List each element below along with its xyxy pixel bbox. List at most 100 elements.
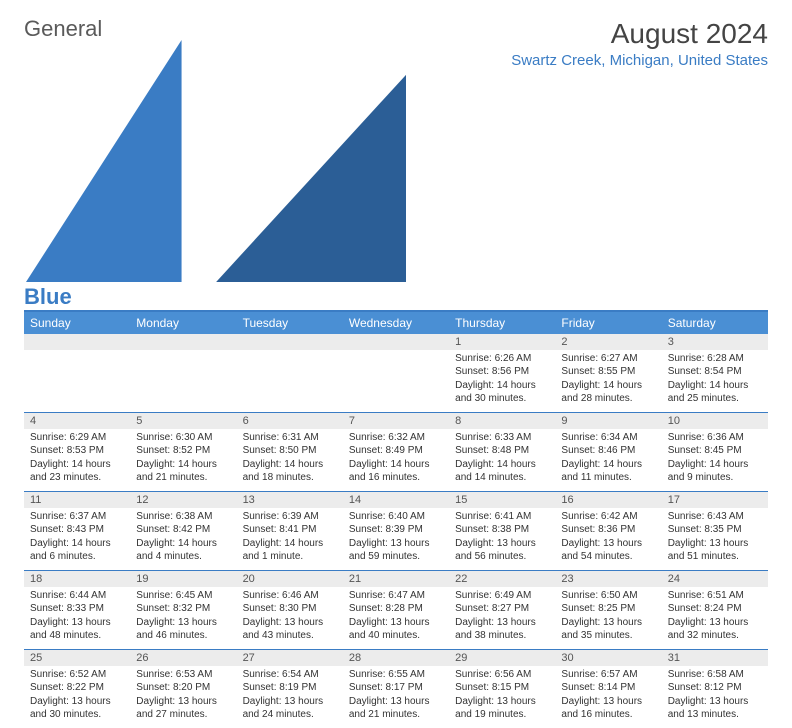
calendar-cell: 10Sunrise: 6:36 AMSunset: 8:45 PMDayligh… (662, 413, 768, 491)
sunset-line: Sunset: 8:35 PM (668, 523, 762, 537)
daylight-line: Daylight: 14 hours and 6 minutes. (30, 537, 124, 564)
day-number: 1 (449, 334, 555, 350)
sunrise-line: Sunrise: 6:41 AM (455, 510, 549, 524)
calendar-cell: 12Sunrise: 6:38 AMSunset: 8:42 PMDayligh… (130, 492, 236, 570)
cell-content: Sunrise: 6:42 AMSunset: 8:36 PMDaylight:… (555, 508, 661, 570)
calendar-cell: 1Sunrise: 6:26 AMSunset: 8:56 PMDaylight… (449, 334, 555, 412)
sunset-line: Sunset: 8:54 PM (668, 365, 762, 379)
cell-content: Sunrise: 6:46 AMSunset: 8:30 PMDaylight:… (237, 587, 343, 649)
daylight-line: Daylight: 14 hours and 21 minutes. (136, 458, 230, 485)
day-number (343, 334, 449, 350)
cell-content: Sunrise: 6:27 AMSunset: 8:55 PMDaylight:… (555, 350, 661, 412)
sunrise-line: Sunrise: 6:31 AM (243, 431, 337, 445)
daylight-line: Daylight: 13 hours and 19 minutes. (455, 695, 549, 722)
daylight-line: Daylight: 14 hours and 14 minutes. (455, 458, 549, 485)
cell-content: Sunrise: 6:40 AMSunset: 8:39 PMDaylight:… (343, 508, 449, 570)
daylight-line: Daylight: 14 hours and 16 minutes. (349, 458, 443, 485)
calendar-cell: 7Sunrise: 6:32 AMSunset: 8:49 PMDaylight… (343, 413, 449, 491)
daylight-line: Daylight: 13 hours and 16 minutes. (561, 695, 655, 722)
calendar-cell: 15 Sunrise: 6:41 AMSunset: 8:38 PMDayligh… (449, 492, 555, 570)
daylight-line: Daylight: 14 hours and 11 minutes. (561, 458, 655, 485)
sunset-line: Sunset: 8:28 PM (349, 602, 443, 616)
day-header: Sunday (24, 312, 130, 334)
cell-content: Sunrise: 6:51 AMSunset: 8:24 PMDaylight:… (662, 587, 768, 649)
day-number: 15 (449, 492, 555, 508)
sunset-line: Sunset: 8:42 PM (136, 523, 230, 537)
day-number: 29 (449, 650, 555, 666)
daylight-line: Daylight: 14 hours and 25 minutes. (668, 379, 762, 406)
calendar: SundayMondayTuesdayWednesdayThursdayFrid… (24, 310, 768, 728)
cell-content: Sunrise: 6:43 AMSunset: 8:35 PMDaylight:… (662, 508, 768, 570)
cell-content: Sunrise: 6:53 AMSunset: 8:20 PMDaylight:… (130, 666, 236, 728)
sunset-line: Sunset: 8:56 PM (455, 365, 549, 379)
day-number: 18 (24, 571, 130, 587)
sunset-line: Sunset: 8:24 PM (668, 602, 762, 616)
sunrise-line: Sunrise: 6:56 AM (455, 668, 549, 682)
cell-content (237, 350, 343, 358)
sunset-line: Sunset: 8:15 PM (455, 681, 549, 695)
cell-content: Sunrise: 6:30 AMSunset: 8:52 PMDaylight:… (130, 429, 236, 491)
sunset-line: Sunset: 8:45 PM (668, 444, 762, 458)
day-header: Friday (555, 312, 661, 334)
sunrise-line: Sunrise: 6:51 AM (668, 589, 762, 603)
sunrise-line: Sunrise: 6:44 AM (30, 589, 124, 603)
calendar-cell: 11Sunrise: 6:37 AMSunset: 8:43 PMDayligh… (24, 492, 130, 570)
sunset-line: Sunset: 8:30 PM (243, 602, 337, 616)
calendar-cell: 22Sunrise: 6:49 AMSunset: 8:27 PMDayligh… (449, 571, 555, 649)
day-header: Monday (130, 312, 236, 334)
cell-content: Sunrise: 6:33 AMSunset: 8:48 PMDaylight:… (449, 429, 555, 491)
cell-content: Sunrise: 6:56 AMSunset: 8:15 PMDaylight:… (449, 666, 555, 728)
calendar-cell: 28Sunrise: 6:55 AMSunset: 8:17 PMDayligh… (343, 650, 449, 728)
sunrise-line: Sunrise: 6:43 AM (668, 510, 762, 524)
daylight-line: Daylight: 13 hours and 24 minutes. (243, 695, 337, 722)
day-number: 30 (555, 650, 661, 666)
sunset-line: Sunset: 8:27 PM (455, 602, 549, 616)
day-number: 28 (343, 650, 449, 666)
cell-content: Sunrise: 6:52 AMSunset: 8:22 PMDaylight:… (24, 666, 130, 728)
sunrise-line: Sunrise: 6:37 AM (30, 510, 124, 524)
day-header: Saturday (662, 312, 768, 334)
calendar-cell: 9Sunrise: 6:34 AMSunset: 8:46 PMDaylight… (555, 413, 661, 491)
day-number: 17 (662, 492, 768, 508)
sunrise-line: Sunrise: 6:50 AM (561, 589, 655, 603)
sunset-line: Sunset: 8:32 PM (136, 602, 230, 616)
calendar-cell: 3Sunrise: 6:28 AMSunset: 8:54 PMDaylight… (662, 334, 768, 412)
day-number: 25 (24, 650, 130, 666)
sunset-line: Sunset: 8:33 PM (30, 602, 124, 616)
cell-content: Sunrise: 6:31 AMSunset: 8:50 PMDaylight:… (237, 429, 343, 491)
daylight-line: Daylight: 14 hours and 23 minutes. (30, 458, 124, 485)
daylight-line: Daylight: 14 hours and 18 minutes. (243, 458, 337, 485)
calendar-body: 1Sunrise: 6:26 AMSunset: 8:56 PMDaylight… (24, 334, 768, 728)
sunset-line: Sunset: 8:38 PM (455, 523, 549, 537)
calendar-cell: 26Sunrise: 6:53 AMSunset: 8:20 PMDayligh… (130, 650, 236, 728)
sunset-line: Sunset: 8:14 PM (561, 681, 655, 695)
calendar-week-row: 11Sunrise: 6:37 AMSunset: 8:43 PMDayligh… (24, 491, 768, 570)
cell-content: Sunrise: 6:54 AMSunset: 8:19 PMDaylight:… (237, 666, 343, 728)
day-number: 22 (449, 571, 555, 587)
sunrise-line: Sunrise: 6:32 AM (349, 431, 443, 445)
sunset-line: Sunset: 8:50 PM (243, 444, 337, 458)
cell-content: Sunrise: 6:47 AMSunset: 8:28 PMDaylight:… (343, 587, 449, 649)
day-number: 3 (662, 334, 768, 350)
location-subtitle: Swartz Creek, Michigan, United States (511, 52, 768, 69)
calendar-cell (24, 334, 130, 412)
day-number: 4 (24, 413, 130, 429)
daylight-line: Daylight: 13 hours and 56 minutes. (455, 537, 549, 564)
cell-content (130, 350, 236, 358)
sunrise-line: Sunrise: 6:27 AM (561, 352, 655, 366)
sunrise-line: Sunrise: 6:29 AM (30, 431, 124, 445)
calendar-cell: 4Sunrise: 6:29 AMSunset: 8:53 PMDaylight… (24, 413, 130, 491)
day-header: Thursday (449, 312, 555, 334)
daylight-line: Daylight: 13 hours and 27 minutes. (136, 695, 230, 722)
sunset-line: Sunset: 8:17 PM (349, 681, 443, 695)
cell-content: Sunrise: 6:29 AMSunset: 8:53 PMDaylight:… (24, 429, 130, 491)
sail-icon (26, 262, 406, 287)
day-number: 11 (24, 492, 130, 508)
day-number: 27 (237, 650, 343, 666)
calendar-cell (237, 334, 343, 412)
sunset-line: Sunset: 8:36 PM (561, 523, 655, 537)
day-header: Tuesday (237, 312, 343, 334)
daylight-line: Daylight: 14 hours and 4 minutes. (136, 537, 230, 564)
cell-content: Sunrise: 6:57 AMSunset: 8:14 PMDaylight:… (555, 666, 661, 728)
sunrise-line: Sunrise: 6:36 AM (668, 431, 762, 445)
